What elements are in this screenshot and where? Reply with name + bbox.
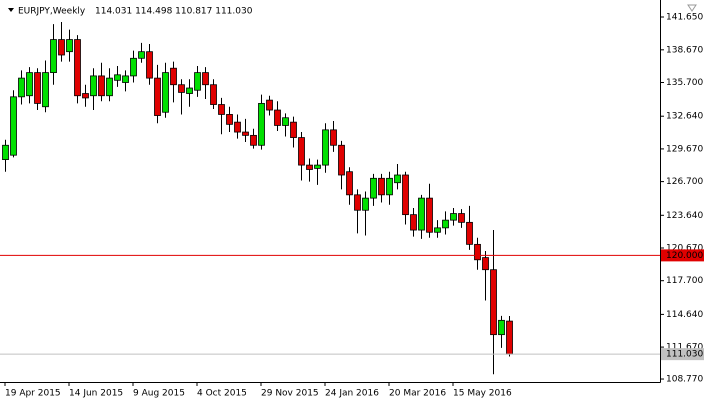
candle-body: [218, 104, 225, 115]
level-box: [661, 249, 704, 262]
x-tick-label: 15 May 2016: [453, 389, 512, 399]
candle-body: [370, 177, 377, 199]
scroll-icon: [687, 4, 697, 12]
candle-body: [442, 219, 449, 229]
y-tick-label: 120.670: [666, 244, 703, 254]
y-tick-label: 132.640: [666, 112, 703, 122]
candle-body: [474, 243, 481, 261]
candle-body: [434, 227, 441, 233]
y-tick-label: 108.770: [666, 375, 703, 385]
candle-body: [386, 177, 393, 196]
candle-body: [234, 121, 241, 133]
candle-body: [338, 144, 345, 176]
candle-body: [10, 96, 17, 156]
x-tick-label: 14 Jun 2015: [69, 389, 123, 399]
candle-body: [114, 74, 121, 81]
candle-body: [58, 39, 65, 56]
candle-body: [330, 129, 337, 146]
chart-title: EURJPY,Weekly: [18, 7, 86, 17]
candle-body: [66, 39, 73, 53]
candle-body: [482, 257, 489, 271]
candle-body: [50, 39, 57, 74]
y-tick-label: 141.650: [666, 13, 703, 23]
candle-body: [90, 75, 97, 97]
candle-body: [266, 99, 273, 111]
candle-body: [74, 39, 81, 97]
candle-body: [186, 87, 193, 94]
candle-body: [162, 72, 169, 113]
candle-body: [322, 129, 329, 166]
candle-body: [106, 77, 113, 97]
candle-body: [402, 174, 409, 216]
candle-body: [274, 109, 281, 126]
candle-body: [2, 144, 9, 160]
candle-body: [258, 103, 265, 146]
x-tick-label: 19 Apr 2015: [5, 389, 61, 399]
y-tick-label: 135.700: [666, 78, 703, 88]
candle-body: [394, 174, 401, 184]
candle-body: [26, 72, 33, 97]
y-tick-label: 129.670: [666, 144, 703, 154]
candle-body: [130, 57, 137, 77]
candle-body: [298, 137, 305, 166]
candle-body: [178, 84, 185, 93]
candle-body: [354, 194, 361, 211]
candle-body: [410, 214, 417, 231]
y-tick-label: 114.640: [666, 310, 703, 320]
candle-body: [170, 67, 177, 86]
menu-arrow: [8, 8, 14, 12]
candle-body: [98, 75, 105, 97]
candle-body: [122, 75, 129, 83]
candle-body: [194, 72, 201, 91]
candle-body: [466, 221, 473, 245]
y-tick-label: 111.670: [666, 343, 703, 353]
level-box: [661, 348, 704, 361]
x-tick-label: 4 Oct 2015: [197, 389, 247, 399]
x-tick-label: 9 Aug 2015: [133, 389, 185, 399]
candle-body: [146, 51, 153, 79]
candle-body: [210, 84, 217, 105]
chart-header: 114.031 114.498 110.817 111.030: [95, 7, 253, 17]
level-label: 111.030: [666, 350, 703, 360]
y-tick-label: 138.670: [666, 45, 703, 55]
candle-body: [282, 117, 289, 126]
candle-body: [362, 197, 369, 211]
level-label: 120.000: [666, 251, 703, 261]
y-tick-label: 123.640: [666, 211, 703, 221]
x-tick-label: 24 Jan 2016: [325, 389, 379, 399]
candle-body: [250, 134, 257, 146]
candle-body: [378, 177, 385, 196]
candle-body: [34, 72, 41, 104]
y-tick-label: 126.700: [666, 177, 703, 187]
candle-body: [450, 213, 457, 221]
y-tick-label: 117.700: [666, 276, 703, 286]
candle-body: [242, 131, 249, 136]
candle-body: [138, 51, 145, 59]
candle-body: [42, 72, 49, 108]
candle-body: [346, 171, 353, 196]
x-tick-label: 20 Mar 2016: [389, 389, 446, 399]
candle-body: [506, 320, 513, 355]
candle-body: [418, 197, 425, 231]
candle-body: [498, 319, 505, 336]
candle-body: [226, 114, 233, 125]
candle-body: [426, 197, 433, 233]
candle-body: [154, 77, 161, 116]
candle-body: [314, 164, 321, 169]
candle-body: [458, 213, 465, 223]
candle-body: [82, 93, 89, 99]
candle-body: [18, 77, 25, 98]
candle-body: [306, 164, 313, 170]
candle-body: [490, 269, 497, 336]
candle-body: [202, 72, 209, 86]
x-tick-label: 29 Nov 2015: [261, 389, 319, 399]
candle-body: [290, 121, 297, 138]
